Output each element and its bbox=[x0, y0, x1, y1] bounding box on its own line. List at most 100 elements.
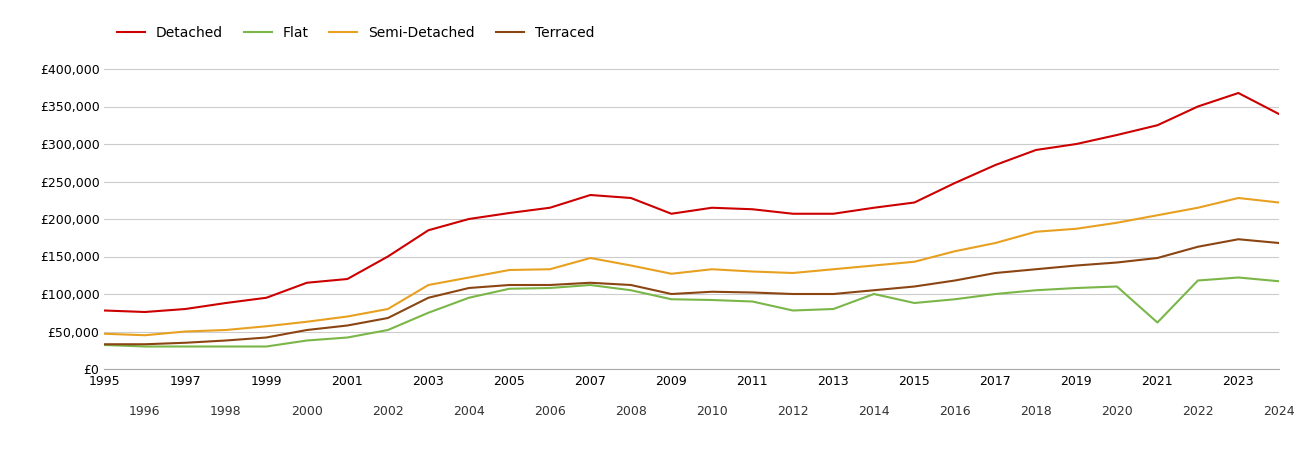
Flat bbox=[420, 310, 436, 315]
Terraced bbox=[826, 291, 842, 297]
Detached bbox=[299, 280, 315, 285]
Detached bbox=[339, 276, 355, 282]
Flat bbox=[705, 297, 720, 303]
Detached bbox=[1190, 104, 1206, 109]
Terraced bbox=[97, 342, 112, 347]
Detached bbox=[663, 211, 679, 216]
Line: Flat: Flat bbox=[104, 278, 1279, 346]
Terraced bbox=[420, 295, 436, 301]
Terraced bbox=[988, 270, 1004, 276]
Flat bbox=[622, 288, 638, 293]
Flat bbox=[582, 282, 598, 288]
Terraced bbox=[1190, 244, 1206, 249]
Terraced bbox=[1109, 260, 1125, 265]
Terraced bbox=[1150, 255, 1165, 261]
Line: Terraced: Terraced bbox=[104, 239, 1279, 344]
Flat bbox=[299, 338, 315, 343]
Terraced bbox=[867, 288, 882, 293]
Flat bbox=[218, 344, 234, 349]
Detached bbox=[1028, 147, 1044, 153]
Terraced bbox=[622, 282, 638, 288]
Terraced bbox=[582, 280, 598, 285]
Semi-Detached bbox=[1150, 212, 1165, 218]
Detached bbox=[177, 306, 193, 312]
Terraced bbox=[380, 315, 395, 321]
Detached bbox=[1109, 132, 1125, 138]
Semi-Detached bbox=[501, 267, 517, 273]
Semi-Detached bbox=[542, 266, 557, 272]
Terraced bbox=[299, 327, 315, 333]
Semi-Detached bbox=[1109, 220, 1125, 225]
Line: Detached: Detached bbox=[104, 93, 1279, 312]
Detached bbox=[947, 180, 963, 186]
Semi-Detached bbox=[705, 266, 720, 272]
Flat bbox=[907, 300, 923, 306]
Semi-Detached bbox=[663, 271, 679, 276]
Terraced bbox=[1028, 266, 1044, 272]
Terraced bbox=[461, 285, 476, 291]
Flat bbox=[1190, 278, 1206, 283]
Semi-Detached bbox=[1190, 205, 1206, 211]
Detached bbox=[97, 308, 112, 313]
Terraced bbox=[1231, 237, 1246, 242]
Terraced bbox=[339, 323, 355, 328]
Flat bbox=[542, 285, 557, 291]
Text: 2010: 2010 bbox=[696, 405, 728, 418]
Detached bbox=[137, 309, 153, 315]
Terraced bbox=[947, 278, 963, 283]
Line: Semi-Detached: Semi-Detached bbox=[104, 198, 1279, 335]
Detached bbox=[380, 254, 395, 259]
Detached bbox=[745, 207, 761, 212]
Flat bbox=[339, 335, 355, 340]
Semi-Detached bbox=[826, 266, 842, 272]
Flat bbox=[826, 306, 842, 312]
Detached bbox=[582, 192, 598, 198]
Text: 2024: 2024 bbox=[1263, 405, 1295, 418]
Semi-Detached bbox=[622, 263, 638, 268]
Semi-Detached bbox=[380, 306, 395, 312]
Semi-Detached bbox=[177, 329, 193, 334]
Flat bbox=[867, 291, 882, 297]
Semi-Detached bbox=[988, 240, 1004, 246]
Flat bbox=[745, 299, 761, 304]
Terraced bbox=[1069, 263, 1084, 268]
Semi-Detached bbox=[745, 269, 761, 274]
Terraced bbox=[218, 338, 234, 343]
Semi-Detached bbox=[299, 319, 315, 324]
Text: 2008: 2008 bbox=[615, 405, 647, 418]
Terraced bbox=[137, 342, 153, 347]
Text: 2016: 2016 bbox=[940, 405, 971, 418]
Detached bbox=[461, 216, 476, 222]
Semi-Detached bbox=[1028, 229, 1044, 234]
Detached bbox=[907, 200, 923, 205]
Semi-Detached bbox=[786, 270, 801, 276]
Terraced bbox=[663, 291, 679, 297]
Flat bbox=[1150, 320, 1165, 325]
Flat bbox=[1231, 275, 1246, 280]
Flat bbox=[137, 344, 153, 349]
Semi-Detached bbox=[947, 248, 963, 254]
Terraced bbox=[745, 290, 761, 295]
Flat bbox=[1028, 288, 1044, 293]
Semi-Detached bbox=[1069, 226, 1084, 231]
Semi-Detached bbox=[461, 275, 476, 280]
Detached bbox=[622, 195, 638, 201]
Flat bbox=[461, 295, 476, 301]
Semi-Detached bbox=[907, 259, 923, 265]
Detached bbox=[1069, 141, 1084, 147]
Text: 2014: 2014 bbox=[859, 405, 890, 418]
Text: 1998: 1998 bbox=[210, 405, 241, 418]
Detached bbox=[988, 162, 1004, 168]
Terraced bbox=[786, 291, 801, 297]
Terraced bbox=[258, 335, 274, 340]
Text: 2004: 2004 bbox=[453, 405, 484, 418]
Terraced bbox=[542, 282, 557, 288]
Semi-Detached bbox=[1231, 195, 1246, 201]
Terraced bbox=[705, 289, 720, 294]
Flat bbox=[947, 297, 963, 302]
Detached bbox=[542, 205, 557, 211]
Text: 2018: 2018 bbox=[1021, 405, 1052, 418]
Semi-Detached bbox=[339, 314, 355, 319]
Semi-Detached bbox=[1271, 200, 1287, 205]
Detached bbox=[867, 205, 882, 211]
